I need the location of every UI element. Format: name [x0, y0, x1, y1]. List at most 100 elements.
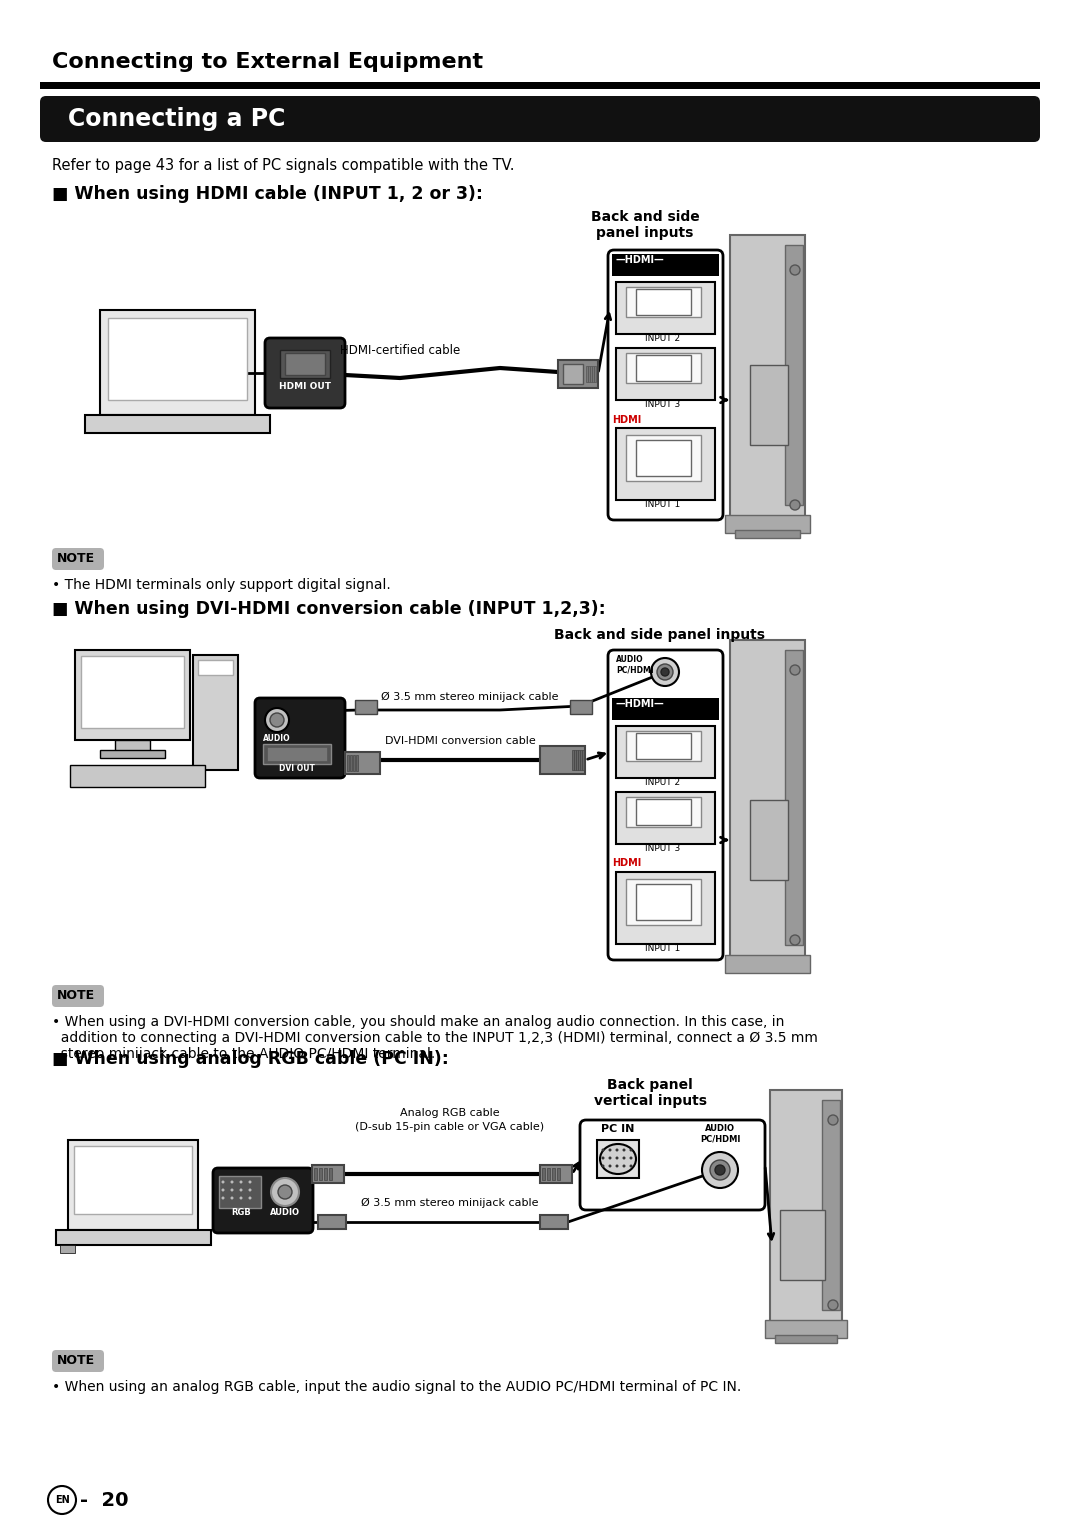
Text: INPUT 2: INPUT 2: [646, 778, 680, 787]
Text: Ø 3.5 mm stereo minijack cable: Ø 3.5 mm stereo minijack cable: [361, 1198, 539, 1209]
FancyBboxPatch shape: [255, 699, 345, 778]
Bar: [347, 755, 349, 771]
Circle shape: [608, 1157, 611, 1160]
Circle shape: [789, 499, 800, 510]
Bar: [319, 1167, 322, 1180]
Text: INPUT 2: INPUT 2: [646, 334, 680, 343]
Circle shape: [248, 1196, 252, 1200]
Bar: [70, 764, 205, 787]
Circle shape: [616, 1149, 619, 1152]
Circle shape: [630, 1157, 633, 1160]
Text: INPUT 1: INPUT 1: [646, 944, 680, 953]
Bar: [68, 1140, 198, 1230]
Circle shape: [221, 1181, 225, 1184]
Circle shape: [221, 1189, 225, 1192]
Bar: [750, 800, 788, 879]
Bar: [557, 1167, 561, 1180]
Bar: [356, 755, 357, 771]
Circle shape: [221, 1196, 225, 1200]
Text: Analog RGB cable: Analog RGB cable: [401, 1108, 500, 1118]
Circle shape: [608, 1149, 611, 1152]
Text: • When using a DVI-HDMI conversion cable, you should make an analog audio connec: • When using a DVI-HDMI conversion cable…: [52, 1016, 784, 1030]
Bar: [318, 1215, 346, 1229]
Bar: [324, 1167, 327, 1180]
Text: —HDMI—: —HDMI—: [616, 699, 665, 709]
Bar: [193, 656, 238, 771]
Bar: [100, 309, 255, 415]
Text: AUDIO
PC/HDMI: AUDIO PC/HDMI: [616, 656, 653, 674]
Text: Connecting a PC: Connecting a PC: [68, 107, 285, 132]
Circle shape: [828, 1301, 838, 1310]
Bar: [586, 366, 588, 381]
Bar: [540, 746, 585, 774]
Bar: [594, 366, 596, 381]
Bar: [750, 365, 788, 444]
Text: addition to connecting a DVI-HDMI conversion cable to the INPUT 1,2,3 (HDMI) ter: addition to connecting a DVI-HDMI conver…: [52, 1031, 818, 1045]
Bar: [81, 656, 184, 728]
Bar: [56, 1230, 211, 1246]
Bar: [582, 751, 584, 771]
Bar: [616, 792, 715, 844]
Text: ■ When using HDMI cable (INPUT 1, 2 or 3):: ■ When using HDMI cable (INPUT 1, 2 or 3…: [52, 185, 483, 204]
Bar: [765, 1321, 847, 1337]
Circle shape: [715, 1164, 725, 1175]
Bar: [770, 1089, 842, 1330]
Circle shape: [622, 1164, 625, 1167]
Text: panel inputs: panel inputs: [596, 227, 693, 241]
Circle shape: [661, 668, 669, 676]
Circle shape: [602, 1149, 605, 1152]
Circle shape: [622, 1157, 625, 1160]
Bar: [626, 435, 701, 481]
Bar: [725, 515, 810, 533]
Circle shape: [630, 1149, 633, 1152]
Text: ■ When using analog RGB cable (PC IN):: ■ When using analog RGB cable (PC IN):: [52, 1049, 449, 1068]
Bar: [570, 700, 592, 714]
FancyBboxPatch shape: [213, 1167, 313, 1233]
Text: (D-sub 15-pin cable or VGA cable): (D-sub 15-pin cable or VGA cable): [355, 1121, 544, 1132]
Bar: [576, 751, 578, 771]
Circle shape: [789, 665, 800, 676]
Bar: [542, 1167, 545, 1180]
Bar: [636, 440, 691, 476]
Bar: [616, 872, 715, 944]
Text: Back panel: Back panel: [607, 1079, 693, 1092]
Bar: [563, 365, 583, 385]
Text: EN: EN: [55, 1495, 69, 1504]
Circle shape: [657, 663, 673, 680]
Bar: [345, 752, 380, 774]
Circle shape: [48, 1486, 76, 1514]
Bar: [85, 415, 270, 434]
FancyBboxPatch shape: [40, 97, 1040, 142]
Circle shape: [240, 1189, 243, 1192]
Bar: [108, 319, 247, 400]
Text: • The HDMI terminals only support digital signal.: • The HDMI terminals only support digita…: [52, 578, 391, 591]
Circle shape: [248, 1181, 252, 1184]
Text: • When using an analog RGB cable, input the audio signal to the AUDIO PC/HDMI te: • When using an analog RGB cable, input …: [52, 1380, 741, 1394]
Text: RGB: RGB: [231, 1209, 251, 1216]
Circle shape: [702, 1152, 738, 1187]
Circle shape: [230, 1189, 233, 1192]
Bar: [353, 755, 355, 771]
Bar: [626, 352, 701, 383]
Text: Refer to page 43 for a list of PC signals compatible with the TV.: Refer to page 43 for a list of PC signal…: [52, 158, 514, 173]
Circle shape: [602, 1164, 605, 1167]
Bar: [285, 352, 325, 375]
Circle shape: [602, 1157, 605, 1160]
Bar: [730, 640, 805, 965]
Bar: [626, 879, 701, 925]
Bar: [636, 732, 691, 758]
Bar: [546, 1167, 550, 1180]
Bar: [572, 751, 573, 771]
Circle shape: [270, 712, 284, 728]
Bar: [785, 245, 804, 506]
Bar: [578, 751, 580, 771]
Text: NOTE: NOTE: [57, 1354, 95, 1367]
Text: Back and side: Back and side: [591, 210, 700, 224]
Bar: [329, 1167, 332, 1180]
Bar: [725, 954, 810, 973]
Circle shape: [630, 1164, 633, 1167]
Bar: [735, 530, 800, 538]
Bar: [588, 366, 590, 381]
FancyBboxPatch shape: [580, 1120, 765, 1210]
Circle shape: [789, 265, 800, 276]
